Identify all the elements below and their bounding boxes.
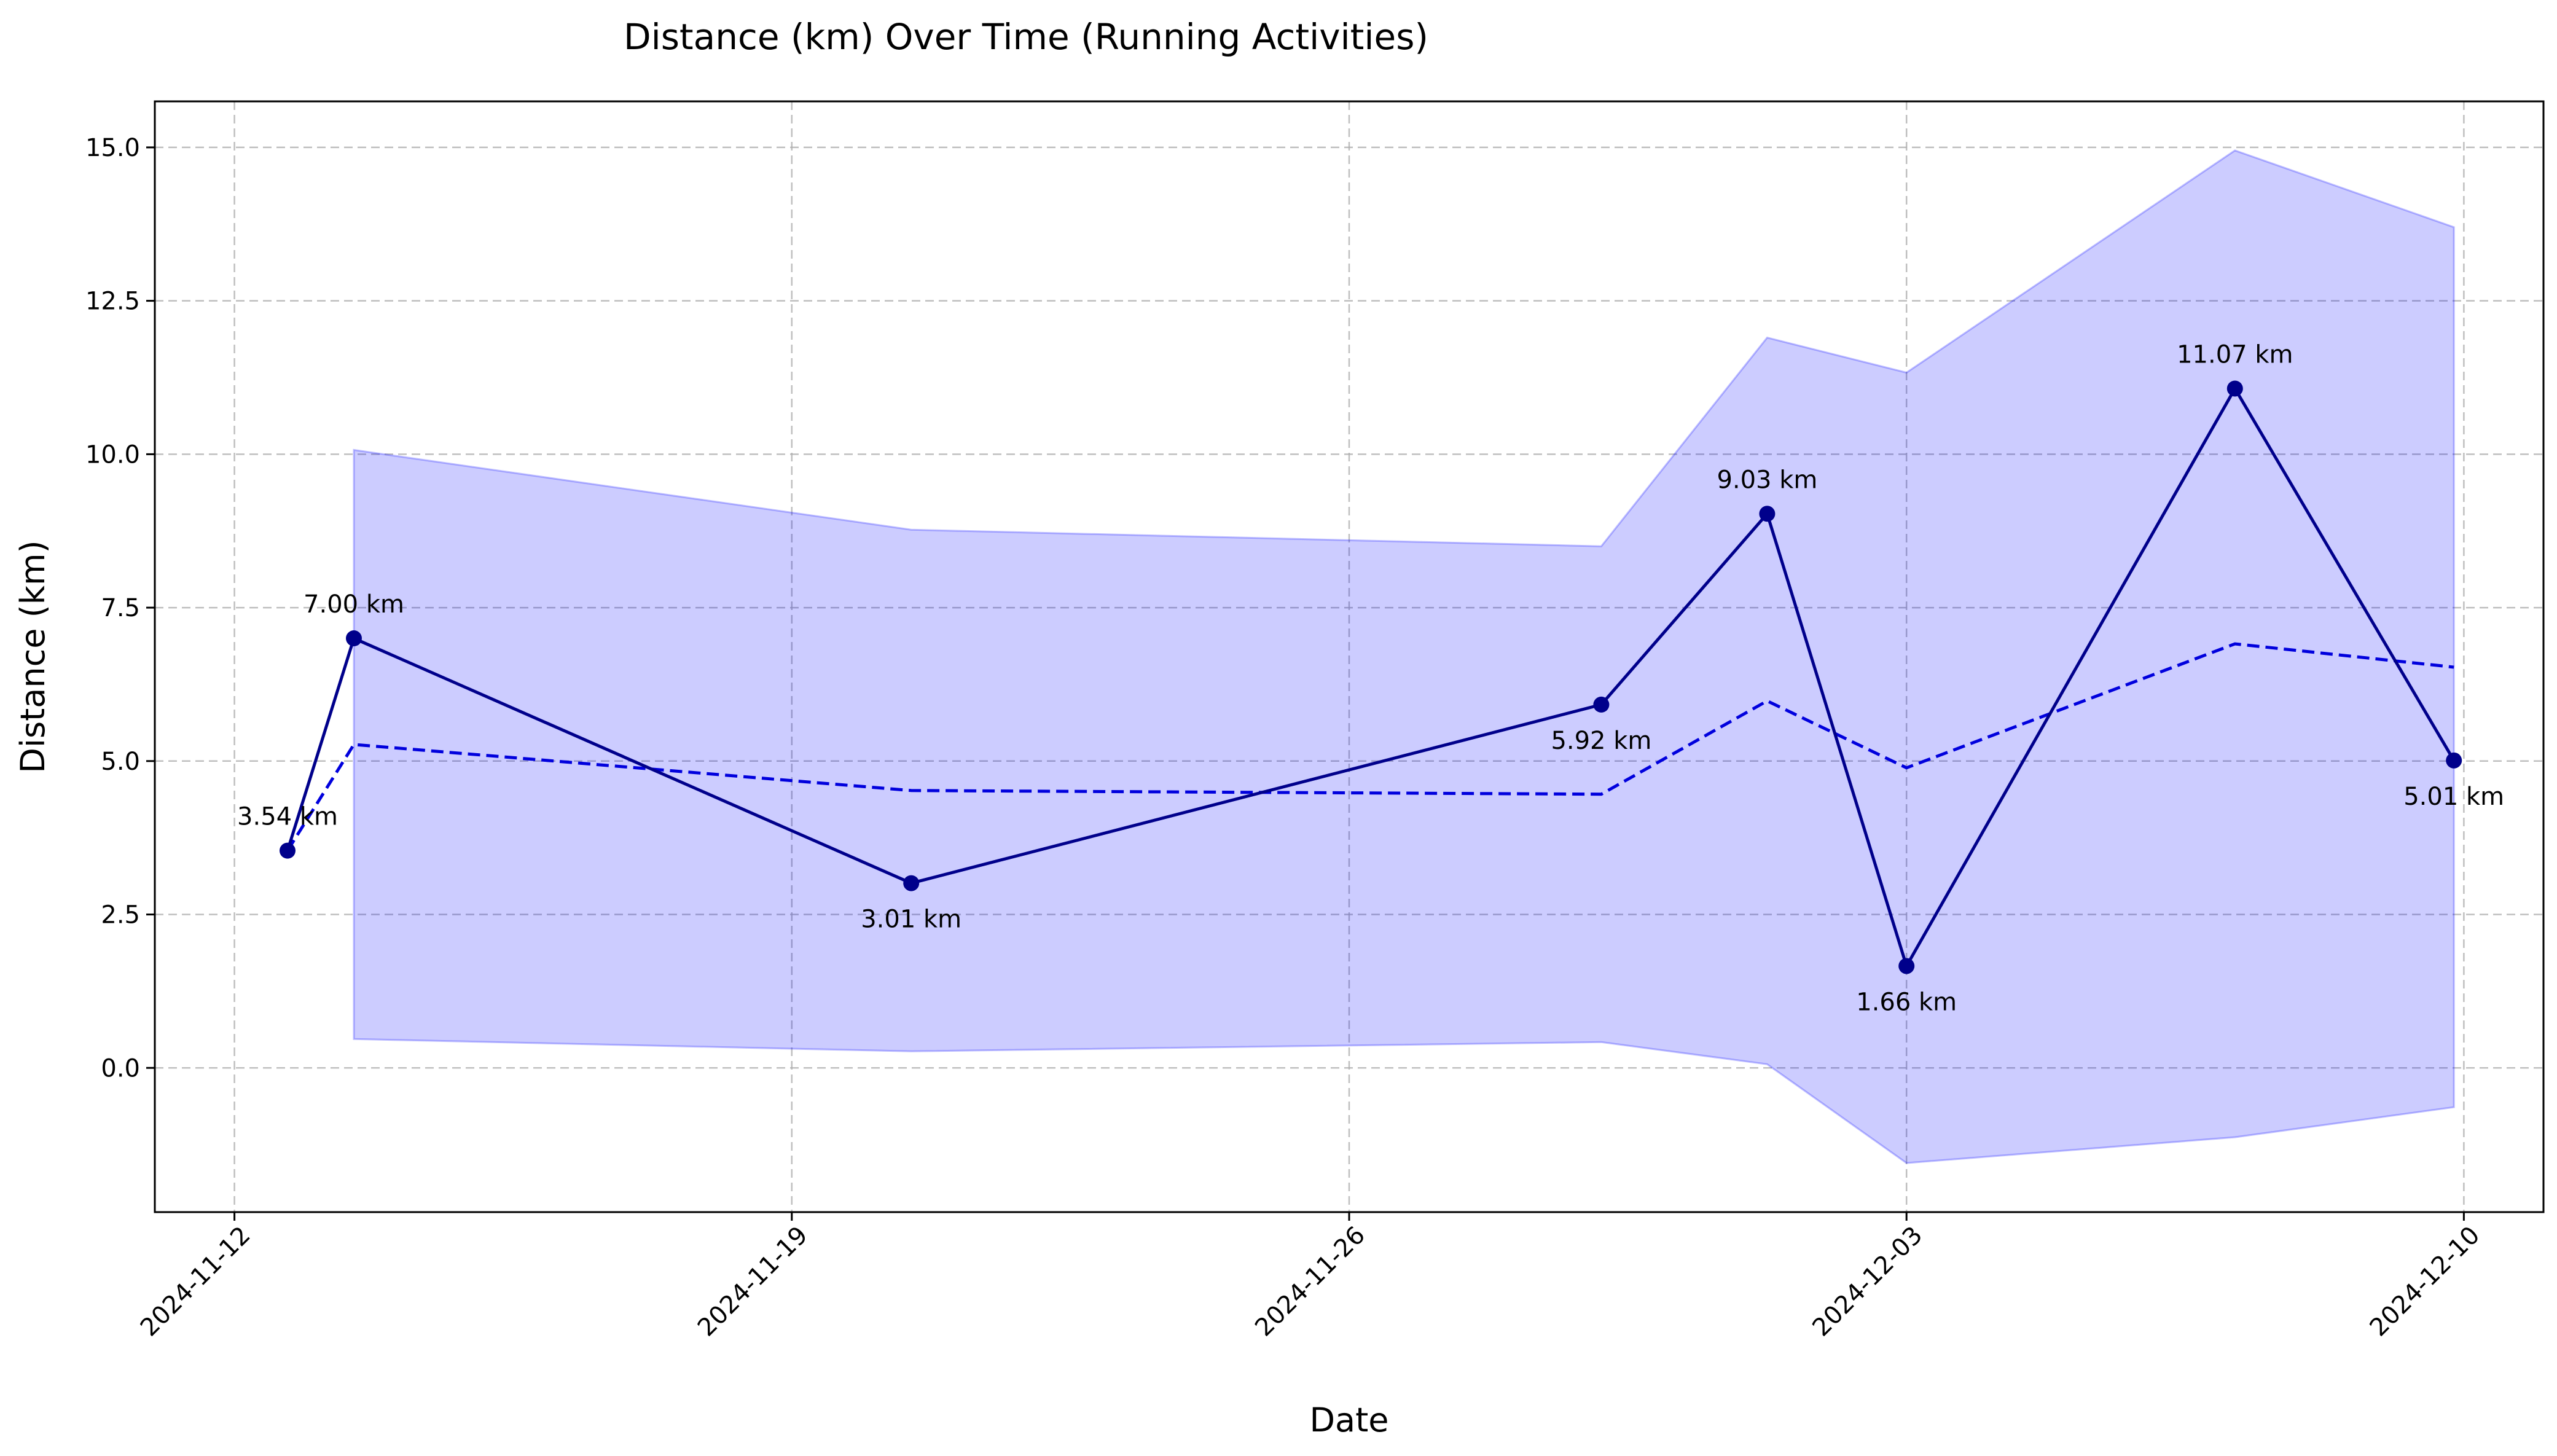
y-tick-label: 12.5 <box>85 288 140 316</box>
data-point <box>2226 380 2243 397</box>
y-axis-label: Distance (km) <box>14 540 52 773</box>
x-tick-label: 2024-11-12 <box>135 1221 256 1342</box>
distance-line <box>286 385 2456 970</box>
data-point <box>346 630 362 647</box>
rolling-mean-series <box>286 642 2454 851</box>
data-point <box>280 842 296 859</box>
confidence-band-area <box>353 149 2455 1164</box>
data-labels: 3.54 km 7.00 km 3.01 km 5.92 km 9.03 km 1.66 … <box>237 340 2504 1016</box>
rolling-mean-line <box>286 642 2454 851</box>
x-axis-ticks: 2024-11-12 2024-11-19 2024-11-26 2024-12-03… <box>135 1212 2486 1342</box>
data-label: 5.01 km <box>2403 783 2504 811</box>
confidence-band <box>353 149 2455 1164</box>
y-axis-ticks: 0.0 2.5 5.0 7.5 10.0 12.5 15.0 <box>85 134 155 1082</box>
distance-series <box>280 380 2462 974</box>
data-label: 3.01 km <box>861 906 961 934</box>
y-tick-label: 15.0 <box>85 134 140 162</box>
x-tick-label: 2024-11-19 <box>692 1221 813 1342</box>
data-label: 1.66 km <box>1856 988 1957 1016</box>
y-tick-label: 2.5 <box>101 901 140 930</box>
data-label: 3.54 km <box>237 803 338 831</box>
data-point <box>1593 696 1610 713</box>
x-tick-label: 2024-12-10 <box>2365 1221 2486 1342</box>
y-tick-label: 0.0 <box>101 1054 140 1082</box>
data-label: 11.07 km <box>2177 340 2293 369</box>
data-label: 9.03 km <box>1717 466 1817 494</box>
data-point <box>1898 958 1915 974</box>
data-label: 7.00 km <box>303 590 404 619</box>
x-axis-label: Date <box>1309 1401 1388 1439</box>
y-tick-label: 5.0 <box>101 748 140 776</box>
x-tick-label: 2024-12-03 <box>1807 1221 1928 1342</box>
y-tick-label: 7.5 <box>101 594 140 622</box>
y-tick-label: 10.0 <box>85 440 140 469</box>
data-point <box>903 875 920 891</box>
data-point <box>2446 752 2462 769</box>
data-point <box>1759 506 1776 522</box>
chart-title: Distance (km) Over Time (Running Activit… <box>624 16 1428 58</box>
x-tick-label: 2024-11-26 <box>1250 1221 1371 1342</box>
data-label: 5.92 km <box>1551 727 1651 755</box>
